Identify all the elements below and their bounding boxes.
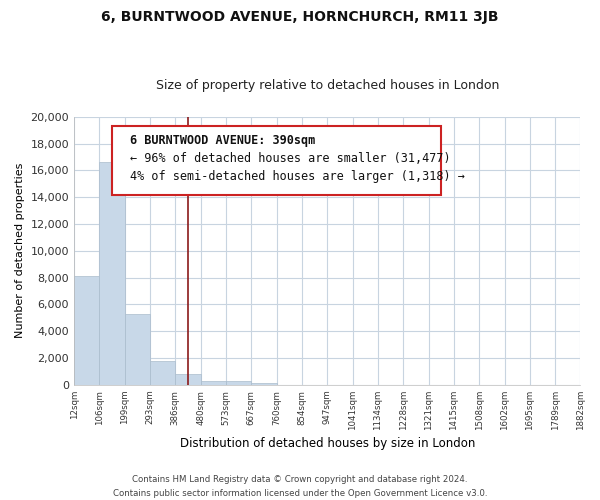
Bar	[100, 162, 125, 385]
Bar	[226, 382, 251, 385]
Bar	[74, 276, 100, 385]
Bar	[125, 314, 150, 385]
Bar	[251, 383, 277, 385]
Bar	[150, 360, 175, 385]
Y-axis label: Number of detached properties: Number of detached properties	[15, 163, 25, 338]
Bar	[200, 381, 226, 385]
Text: ← 96% of detached houses are smaller (31,477): ← 96% of detached houses are smaller (31…	[130, 152, 451, 164]
FancyBboxPatch shape	[112, 126, 441, 194]
Text: 6, BURNTWOOD AVENUE, HORNCHURCH, RM11 3JB: 6, BURNTWOOD AVENUE, HORNCHURCH, RM11 3J…	[101, 10, 499, 24]
X-axis label: Distribution of detached houses by size in London: Distribution of detached houses by size …	[179, 437, 475, 450]
Title: Size of property relative to detached houses in London: Size of property relative to detached ho…	[155, 79, 499, 92]
Text: 4% of semi-detached houses are larger (1,318) →: 4% of semi-detached houses are larger (1…	[130, 170, 464, 183]
Text: 6 BURNTWOOD AVENUE: 390sqm: 6 BURNTWOOD AVENUE: 390sqm	[130, 134, 315, 147]
Bar	[175, 374, 200, 385]
Text: Contains HM Land Registry data © Crown copyright and database right 2024.
Contai: Contains HM Land Registry data © Crown c…	[113, 476, 487, 498]
